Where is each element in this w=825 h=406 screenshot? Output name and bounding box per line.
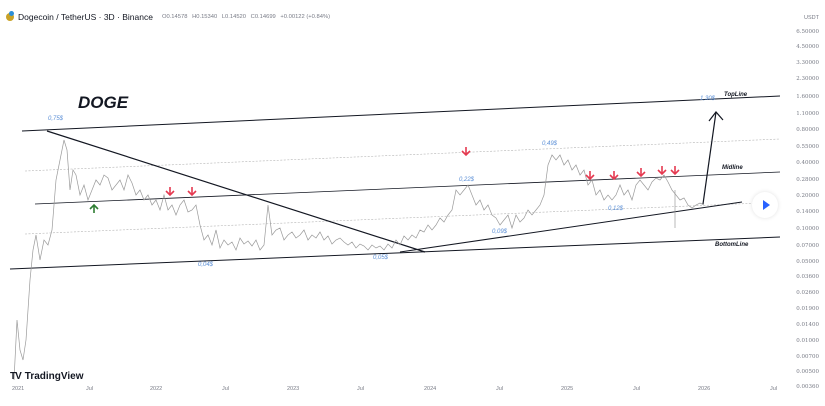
price-label: 1,30$: [700, 96, 716, 102]
price-tick: 4.50000: [796, 44, 819, 50]
chart-header: Dogecoin / TetherUS · 3D · Binance O0.14…: [6, 10, 333, 24]
price-tick: 6.50000: [796, 29, 819, 35]
price-label: 0,75$: [48, 116, 64, 122]
time-tick: Jul: [770, 386, 778, 392]
time-tick: Jul: [633, 386, 641, 392]
price-tick: 0.55000: [796, 144, 819, 150]
price-tick: 0.02600: [796, 290, 819, 296]
price-tick: 0.00360: [796, 384, 819, 390]
price-label: 0,49$: [542, 141, 558, 147]
tradingview-icon: TV: [10, 371, 22, 382]
projection-arrow-icon: [702, 111, 724, 205]
time-tick: 2025: [561, 386, 574, 392]
price-tick: 0.01400: [796, 322, 819, 328]
bottomline: [9, 236, 781, 270]
play-button[interactable]: [752, 192, 778, 218]
down-arrow-icon: [657, 166, 667, 176]
descending-trendline: [46, 130, 426, 253]
price-label: 0,05$: [373, 255, 389, 261]
down-arrow-icon: [165, 187, 175, 197]
price-tick: 0.40000: [796, 160, 819, 166]
time-tick: Jul: [496, 386, 504, 392]
price-tick: 1.10000: [796, 111, 819, 117]
symbol-title[interactable]: Dogecoin / TetherUS · 3D · Binance: [18, 12, 153, 22]
price-label: 0,22$: [459, 177, 475, 183]
price-tick: 0.05000: [796, 259, 819, 265]
down-arrows: [165, 147, 680, 197]
down-arrow-icon: [585, 171, 595, 181]
time-tick: 2024: [424, 386, 437, 392]
topline-label: TopLine: [724, 92, 748, 98]
price-label: 0,12$: [608, 206, 624, 212]
topline: [21, 95, 781, 132]
price-tick: 3.30000: [796, 60, 819, 66]
price-tick: 0.80000: [796, 127, 819, 133]
price-tick: 1.60000: [796, 94, 819, 100]
chart-title: DOGE: [78, 93, 129, 112]
close-value: C0.14699: [250, 14, 276, 20]
price-tick: 0.14000: [796, 209, 819, 215]
price-unit: USDT: [804, 15, 819, 21]
price-tick: 2.30000: [796, 76, 819, 82]
tradingview-brand: TradingView: [24, 371, 84, 382]
upper-dotted-line: [24, 138, 781, 172]
lower-dotted-line: [24, 202, 761, 235]
chart-canvas[interactable]: [0, 0, 790, 386]
dogecoin-icon: [6, 11, 14, 21]
time-tick: Jul: [357, 386, 365, 392]
time-tick: Jul: [222, 386, 230, 392]
price-label: 0,09$: [492, 229, 508, 235]
midline: [34, 171, 781, 205]
midline-label: Midline: [722, 165, 743, 171]
price-axis[interactable]: 6.50000 4.50000 3.30000 2.30000 1.60000 …: [790, 20, 825, 390]
price-series: [13, 139, 705, 381]
up-arrow-icon: [89, 203, 99, 213]
down-arrow-icon: [670, 166, 680, 176]
price-tick: 0.28000: [796, 177, 819, 183]
ohlc-values: O0.14578 H0.15340 L0.14520 C0.14699 +0.0…: [162, 14, 333, 20]
low-value: L0.14520: [221, 14, 247, 20]
bottomline-label: BottomLine: [715, 242, 749, 248]
price-label: 0,04$: [198, 262, 214, 268]
price-tick: 0.01000: [796, 338, 819, 344]
high-value: H0.15340: [192, 14, 218, 20]
tradingview-logo[interactable]: TV TradingView: [10, 371, 84, 382]
open-value: O0.14578: [161, 14, 188, 20]
time-tick: 2023: [287, 386, 300, 392]
change-value: +0.00122 (+0.84%): [280, 14, 331, 20]
ascending-trendline: [399, 201, 743, 253]
down-arrow-icon: [636, 168, 646, 178]
price-tick: 0.00500: [796, 369, 819, 375]
time-axis[interactable]: 2021 Jul 2022 Jul 2023 Jul 2024 Jul 2025…: [0, 386, 790, 400]
time-tick: Jul: [86, 386, 94, 392]
price-tick: 0.00700: [796, 354, 819, 360]
price-tick: 0.03600: [796, 274, 819, 280]
time-tick: 2021: [12, 386, 25, 392]
price-tick: 0.01900: [796, 306, 819, 312]
price-tick: 0.07000: [796, 243, 819, 249]
time-tick: 2026: [698, 386, 711, 392]
down-arrow-icon: [187, 187, 197, 197]
down-arrow-icon: [461, 147, 471, 157]
time-tick: 2022: [150, 386, 163, 392]
price-tick: 0.20000: [796, 193, 819, 199]
price-tick: 0.10000: [796, 226, 819, 232]
down-arrow-icon: [609, 171, 619, 181]
